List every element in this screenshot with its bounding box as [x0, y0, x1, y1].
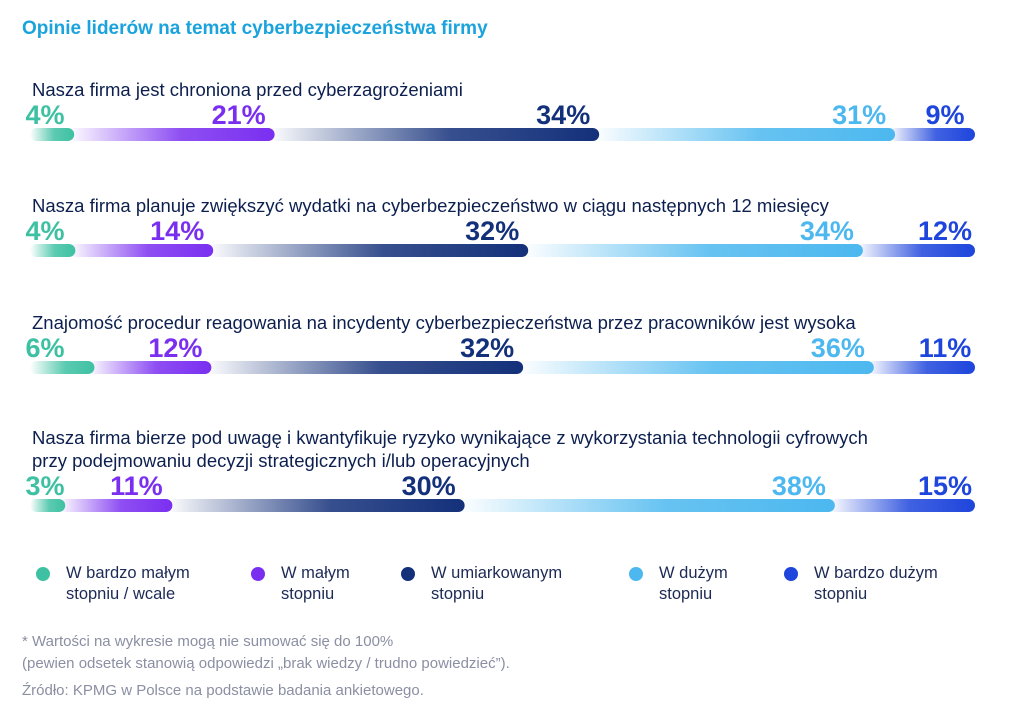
- source-note: Źródło: KPMG w Polsce na podstawie badan…: [22, 682, 424, 699]
- bar-segment: [69, 244, 214, 257]
- bar-segment: [458, 499, 835, 512]
- percent-label: 4%: [25, 216, 64, 246]
- legend-label: W dużym stopniu: [659, 564, 728, 603]
- question-block: Nasza firma planuje zwiększyć wydatki na…: [25, 194, 975, 265]
- legend-item: W małym stopniu: [251, 563, 350, 605]
- question-block: Nasza firma bierze pod uwagę i kwantyfik…: [25, 426, 975, 520]
- footnote-line: * Wartości na wykresie mogą nie sumować …: [22, 633, 394, 650]
- bar-segment: [30, 361, 95, 374]
- stacked-bar-row: 4% 21% 34% 31% 9%: [25, 100, 975, 141]
- chart-title: Opinie liderów na temat cyberbezpieczeńs…: [22, 18, 488, 39]
- footnote-line: (pewien odsetek stanowią odpowiedzi „bra…: [22, 655, 510, 672]
- percent-label: 4%: [25, 100, 64, 130]
- legend-label: W małym stopniu: [281, 564, 350, 603]
- stacked-bar-row: 4% 14% 32% 34% 12%: [25, 216, 975, 257]
- legend-item: W umiarkowanym stopniu: [401, 563, 562, 605]
- footnote: * Wartości na wykresie mogą nie sumować …: [22, 631, 922, 702]
- bar-segment: [166, 499, 465, 512]
- bar-segment: [889, 128, 975, 141]
- legend-swatch: [251, 567, 265, 581]
- bar-segment: [68, 128, 275, 141]
- percent-label: 34%: [800, 216, 854, 246]
- question-label: Znajomość procedur reagowania na incyden…: [32, 312, 856, 333]
- legend-swatch: [784, 567, 798, 581]
- bar-segment: [268, 128, 600, 141]
- percent-label: 32%: [460, 333, 514, 363]
- legend-swatch: [629, 567, 643, 581]
- percent-label: 34%: [536, 100, 590, 130]
- percent-label: 14%: [150, 216, 204, 246]
- bar-segment: [59, 499, 173, 512]
- percent-label: 15%: [918, 471, 972, 501]
- legend-swatch: [36, 567, 50, 581]
- bar-segment: [205, 361, 524, 374]
- percent-label: 36%: [811, 333, 865, 363]
- percent-label: 32%: [465, 216, 519, 246]
- legend: W bardzo małym stopniu / wcale W małym s…: [36, 563, 996, 611]
- bar-segment: [867, 361, 975, 374]
- percent-label: 6%: [25, 333, 64, 363]
- stacked-bar-row: 3% 11% 30% 38% 15%: [25, 471, 975, 512]
- bar-segment: [30, 499, 66, 512]
- bar-segment: [522, 244, 863, 257]
- legend-item: W bardzo dużym stopniu: [784, 563, 938, 605]
- legend-label: W bardzo dużym stopniu: [814, 564, 938, 603]
- question-label: Nasza firma planuje zwiększyć wydatki na…: [32, 195, 829, 216]
- percent-label: 12%: [148, 333, 202, 363]
- question-block: Nasza firma jest chroniona przed cyberza…: [25, 78, 975, 149]
- percent-label: 11%: [919, 333, 972, 363]
- percent-label: 3%: [25, 471, 64, 501]
- bar-segment: [207, 244, 529, 257]
- percent-label: 31%: [832, 100, 886, 130]
- percent-label: 12%: [918, 216, 972, 246]
- bar-segment: [30, 244, 76, 257]
- question-block: Znajomość procedur reagowania na incyden…: [25, 311, 975, 382]
- bar-segment: [30, 128, 75, 141]
- bar-segment: [856, 244, 975, 257]
- percent-label: 21%: [212, 100, 266, 130]
- legend-item: W dużym stopniu: [629, 563, 728, 605]
- stacked-bar-row: 6% 12% 32% 36% 11%: [25, 333, 975, 374]
- percent-label: 9%: [925, 100, 964, 130]
- question-label: Nasza firma bierze pod uwagę i kwantyfik…: [32, 427, 868, 471]
- bar-segment: [593, 128, 896, 141]
- legend-label: W bardzo małym stopniu / wcale: [66, 564, 190, 603]
- bar-segment: [828, 499, 975, 512]
- percent-label: 38%: [772, 471, 826, 501]
- bar-segment: [517, 361, 874, 374]
- percent-label: 11%: [110, 471, 163, 501]
- legend-item: W bardzo małym stopniu / wcale: [36, 563, 190, 605]
- question-label: Nasza firma jest chroniona przed cyberza…: [32, 79, 463, 100]
- legend-swatch: [401, 567, 415, 581]
- percent-label: 30%: [402, 471, 456, 501]
- bar-segment: [88, 361, 212, 374]
- legend-label: W umiarkowanym stopniu: [431, 564, 563, 603]
